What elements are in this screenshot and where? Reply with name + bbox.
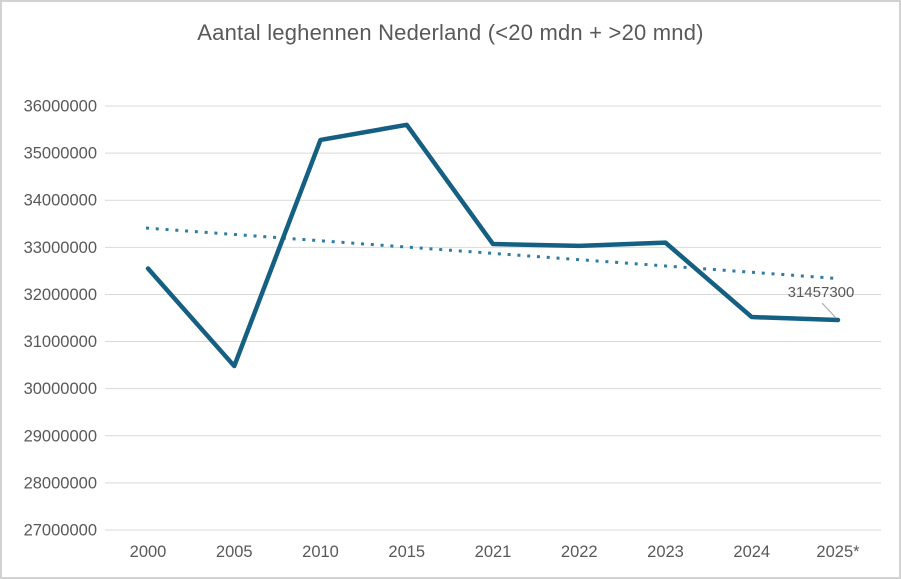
- x-tick-label: 2023: [647, 543, 684, 561]
- y-tick-label: 31000000: [24, 333, 97, 351]
- x-tick-label: 2010: [302, 543, 339, 561]
- y-tick-label: 30000000: [24, 380, 97, 398]
- series-line: [145, 122, 841, 369]
- data-label: 31457300: [788, 284, 855, 301]
- leader-line: [821, 302, 837, 319]
- trendline: [145, 226, 837, 280]
- y-tick-label: 36000000: [24, 98, 97, 116]
- y-tick-label: 35000000: [24, 145, 97, 163]
- y-tick-label: 29000000: [24, 427, 97, 445]
- y-tick-label: 27000000: [24, 522, 97, 540]
- y-tick-label: 34000000: [24, 192, 97, 210]
- x-tick-label: 2025*: [816, 543, 860, 561]
- y-tick-label: 32000000: [24, 286, 97, 304]
- x-tick-label: 2000: [130, 543, 167, 561]
- x-tick-label: 2024: [733, 543, 770, 561]
- y-tick-label: 28000000: [24, 474, 97, 492]
- x-tick-label: 2005: [216, 543, 253, 561]
- y-tick-label: 33000000: [24, 239, 97, 257]
- chart-title: Aantal leghennen Nederland (<20 mdn + >2…: [197, 20, 704, 45]
- x-tick-label: 2015: [388, 543, 425, 561]
- x-tick-label: 2022: [561, 543, 598, 561]
- x-tick-label: 2021: [475, 543, 512, 561]
